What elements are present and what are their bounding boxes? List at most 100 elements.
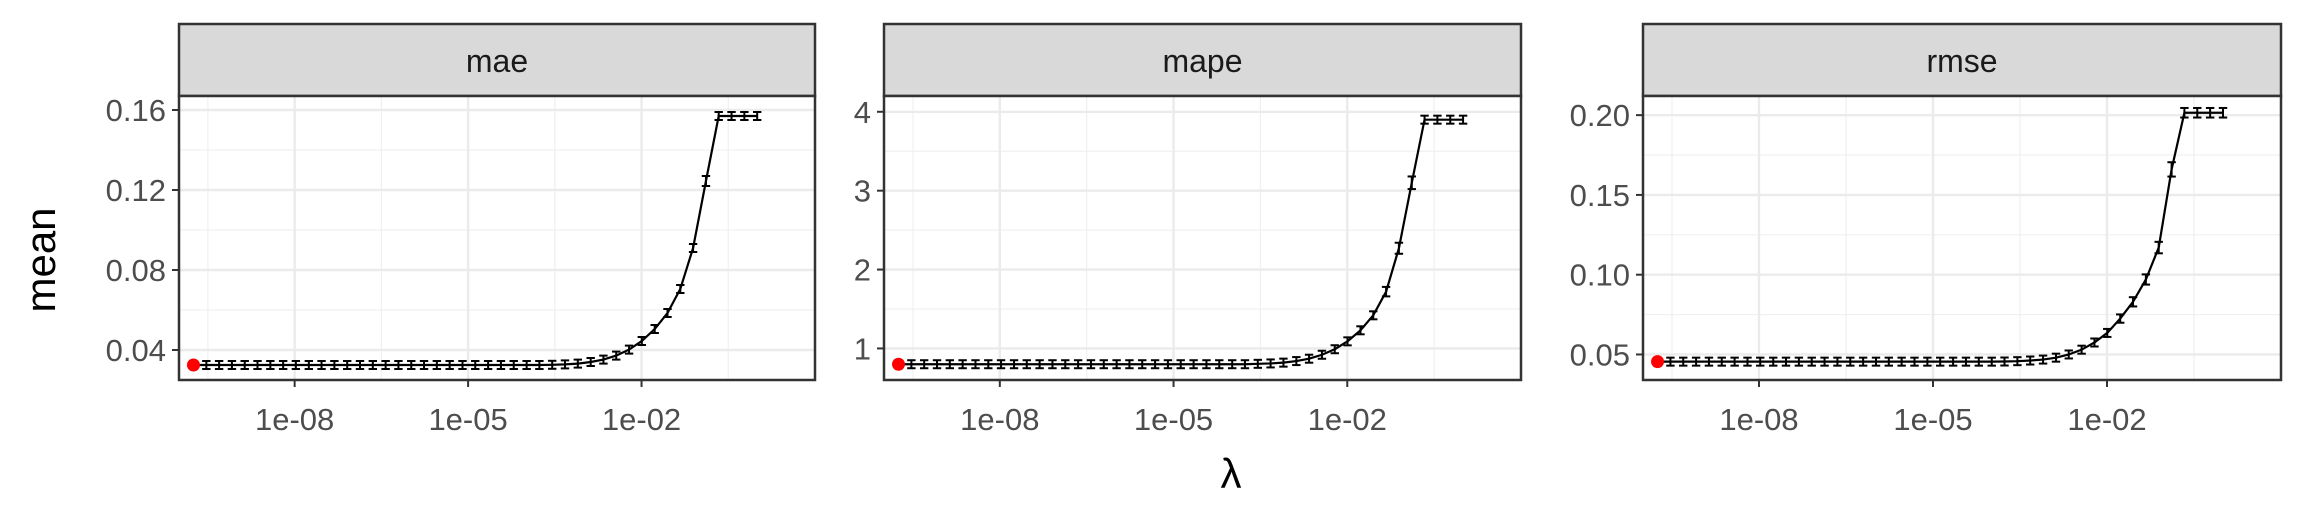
- error-bar: [1717, 356, 1726, 367]
- error-bar: [2128, 296, 2138, 308]
- y-tick-label: 0.16: [106, 93, 166, 128]
- error-bar: [266, 360, 275, 370]
- error-bar: [2218, 106, 2228, 119]
- error-bar: [1458, 114, 1468, 125]
- panel-mape: mape 1e-08 1e-05 1e-02 1 2 3 4: [854, 22, 1523, 437]
- error-bar: [330, 360, 339, 370]
- error-bar: [548, 359, 557, 370]
- panel-border-mape: [882, 94, 1523, 382]
- error-bar: [971, 359, 980, 370]
- error-bar: [1769, 356, 1778, 367]
- error-bar: [1666, 356, 1675, 367]
- error-bar: [688, 243, 698, 253]
- highlight-point-rmse: [1651, 355, 1665, 369]
- x-tick-label: 1e-08: [960, 402, 1039, 437]
- error-bars-mape: [894, 114, 1468, 370]
- error-bar: [1099, 359, 1108, 370]
- error-bar: [214, 360, 224, 370]
- error-bar: [560, 359, 570, 370]
- error-bar: [227, 360, 237, 370]
- error-bar: [1163, 359, 1173, 370]
- error-bar: [573, 358, 583, 369]
- error-bar: [1961, 356, 1971, 367]
- error-bar: [407, 360, 416, 370]
- error-bars-mae: [189, 111, 762, 370]
- x-tick-label: 1e-02: [1308, 402, 1387, 437]
- x-tick-label: 1e-05: [1134, 402, 1213, 437]
- error-bar: [1035, 359, 1044, 370]
- error-bar: [381, 360, 390, 370]
- error-bar: [637, 336, 646, 346]
- error-bar: [394, 360, 403, 370]
- error-bar: [2167, 161, 2176, 178]
- error-bar: [458, 360, 467, 370]
- error-bar: [1266, 358, 1275, 369]
- error-bar: [2000, 356, 2009, 367]
- error-bar: [2090, 337, 2099, 348]
- error-bar: [1820, 356, 1829, 367]
- error-bar: [445, 360, 454, 370]
- y-tick-label: 4: [854, 95, 871, 130]
- error-bar: [1189, 359, 1198, 370]
- error-bar: [1394, 241, 1404, 255]
- error-bar: [317, 360, 326, 370]
- error-bar: [432, 360, 442, 370]
- error-bar: [740, 111, 749, 121]
- error-bar: [984, 359, 993, 370]
- error-bar: [1948, 356, 1958, 367]
- highlight-point-mape: [892, 357, 906, 371]
- error-bar: [496, 360, 506, 370]
- panel-border-rmse: [1641, 94, 2283, 382]
- error-bar: [535, 360, 544, 370]
- strip-label-mae: mae: [466, 43, 528, 79]
- error-bar: [1279, 357, 1288, 368]
- error-bar: [1356, 325, 1365, 336]
- error-bar: [278, 360, 288, 370]
- x-axis-title: λ: [1221, 450, 1242, 497]
- error-bar: [1407, 175, 1416, 191]
- y-tick-label: 3: [854, 174, 871, 209]
- error-bar: [599, 354, 608, 365]
- error-bar: [1343, 336, 1352, 347]
- error-bar: [1048, 359, 1057, 370]
- strip-mape: [882, 22, 1523, 98]
- plot-area-mae: [179, 96, 815, 380]
- error-bar: [586, 357, 595, 367]
- error-bar: [1433, 114, 1442, 125]
- error-bar: [2051, 352, 2061, 363]
- error-bar: [1884, 356, 1894, 367]
- error-bar: [1691, 356, 1701, 367]
- error-bar: [1009, 359, 1019, 370]
- error-bar: [752, 111, 762, 121]
- gridlines-rmse: [1643, 96, 2281, 380]
- error-bar: [1304, 353, 1314, 364]
- error-bar: [1138, 359, 1147, 370]
- error-bar: [1833, 356, 1842, 367]
- y-tick-label: 0.20: [1570, 98, 1630, 133]
- error-bar: [1897, 356, 1906, 367]
- error-bar: [650, 324, 659, 334]
- error-bar: [727, 111, 736, 121]
- error-bar: [355, 360, 365, 370]
- strip-label-rmse: rmse: [1926, 43, 1997, 79]
- error-bar: [2116, 313, 2125, 324]
- y-tick-label: 0.05: [1570, 337, 1630, 372]
- error-bar: [1794, 356, 1804, 367]
- error-bar: [2141, 273, 2151, 286]
- error-bar: [1292, 356, 1301, 367]
- error-bar: [932, 359, 942, 370]
- gridlines-mae: [179, 96, 815, 380]
- error-bar: [1112, 359, 1121, 370]
- x-tick-label: 1e-02: [602, 402, 681, 437]
- gridlines-mape: [884, 96, 1521, 380]
- error-bar: [1871, 356, 1881, 367]
- x-tick-label: 1e-08: [255, 402, 334, 437]
- error-bar: [2205, 106, 2215, 119]
- error-bar: [1781, 356, 1791, 367]
- error-bar: [1022, 359, 1031, 370]
- error-bar: [2025, 355, 2035, 366]
- error-bar: [1987, 356, 1996, 367]
- error-bar: [1202, 359, 1211, 370]
- error-bar: [1730, 356, 1739, 367]
- error-bar: [1974, 356, 1983, 367]
